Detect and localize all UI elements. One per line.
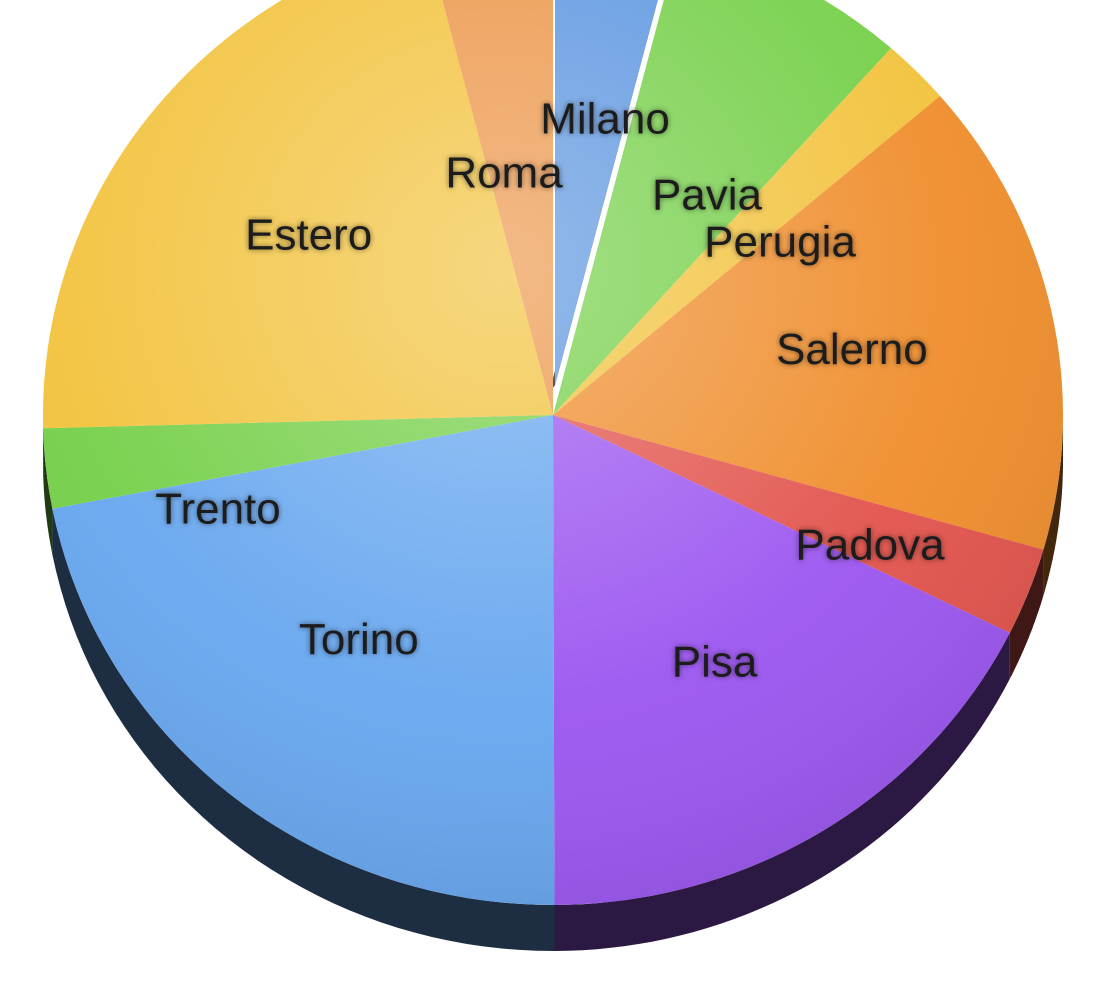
pie-label-pisa: Pisa bbox=[672, 637, 758, 686]
pie-label-trento: Trento bbox=[155, 485, 281, 534]
pie-label-pavia: Pavia bbox=[652, 171, 763, 220]
pie-label-estero: Estero bbox=[245, 211, 372, 260]
pie-label-roma: Roma bbox=[445, 149, 563, 198]
pie-label-perugia: Perugia bbox=[704, 218, 856, 267]
pie-label-padova: Padova bbox=[795, 521, 945, 570]
pie-label-milano: Milano bbox=[540, 95, 670, 144]
pie-label-torino: Torino bbox=[299, 615, 419, 664]
pie-label-salerno: Salerno bbox=[776, 325, 928, 374]
